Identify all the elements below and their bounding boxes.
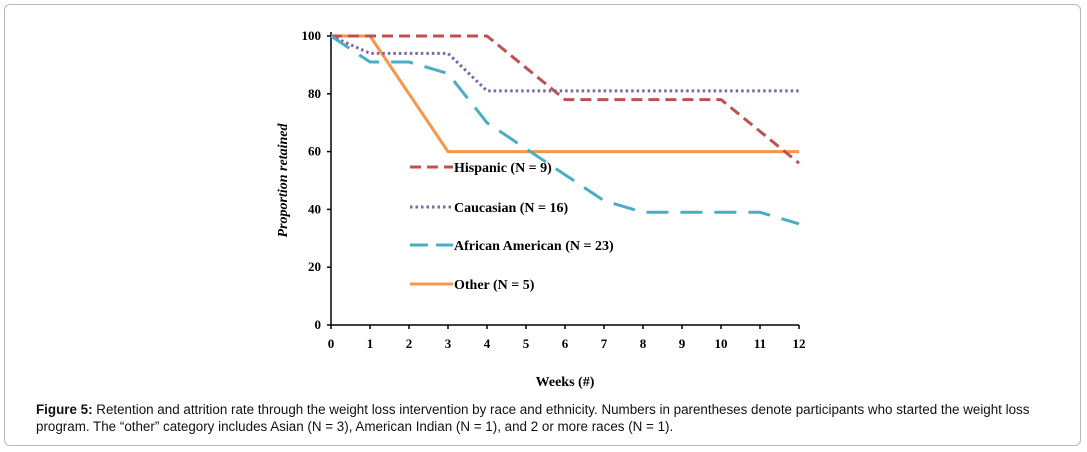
y-tick-label: 40 bbox=[308, 201, 321, 216]
x-tick-label: 4 bbox=[484, 336, 491, 351]
y-axis-title: Proportion retained bbox=[276, 123, 291, 238]
y-tick-label: 80 bbox=[308, 86, 321, 101]
figure-caption: Figure 5: Retention and attrition rate t… bbox=[36, 401, 1066, 435]
x-tick-label: 2 bbox=[406, 336, 413, 351]
y-tick-label: 20 bbox=[308, 259, 321, 274]
x-tick-label: 3 bbox=[445, 336, 452, 351]
x-tick-label: 0 bbox=[328, 336, 335, 351]
series-line-3 bbox=[330, 34, 800, 226]
legend-label: African American (N = 23) bbox=[454, 239, 614, 254]
x-tick-label: 11 bbox=[754, 336, 766, 351]
figure-label: Figure 5: bbox=[36, 402, 93, 417]
x-tick-label: 6 bbox=[562, 336, 569, 351]
x-tick-label: 1 bbox=[367, 336, 374, 351]
series-line-2 bbox=[330, 34, 799, 93]
x-tick-label: 9 bbox=[679, 336, 686, 351]
x-tick-label: 8 bbox=[640, 336, 647, 351]
x-tick-label: 12 bbox=[793, 336, 806, 351]
caption-text: Retention and attrition rate through the… bbox=[36, 402, 1030, 434]
y-tick-label: 60 bbox=[308, 144, 321, 159]
x-tick-label: 10 bbox=[715, 336, 728, 351]
figure-frame bbox=[4, 4, 1081, 446]
y-tick-label: 0 bbox=[315, 317, 322, 332]
y-tick-label: 100 bbox=[302, 28, 322, 43]
x-axis-title: Weeks (#) bbox=[536, 375, 595, 390]
legend-label: Hispanic (N = 9) bbox=[454, 161, 552, 176]
series-line-4 bbox=[331, 34, 799, 154]
x-tick-label: 5 bbox=[523, 336, 530, 351]
x-tick-label: 7 bbox=[601, 336, 608, 351]
legend-label: Caucasian (N = 16) bbox=[454, 201, 568, 216]
legend-label: Other (N = 5) bbox=[454, 278, 535, 293]
series-line-1 bbox=[331, 34, 800, 165]
